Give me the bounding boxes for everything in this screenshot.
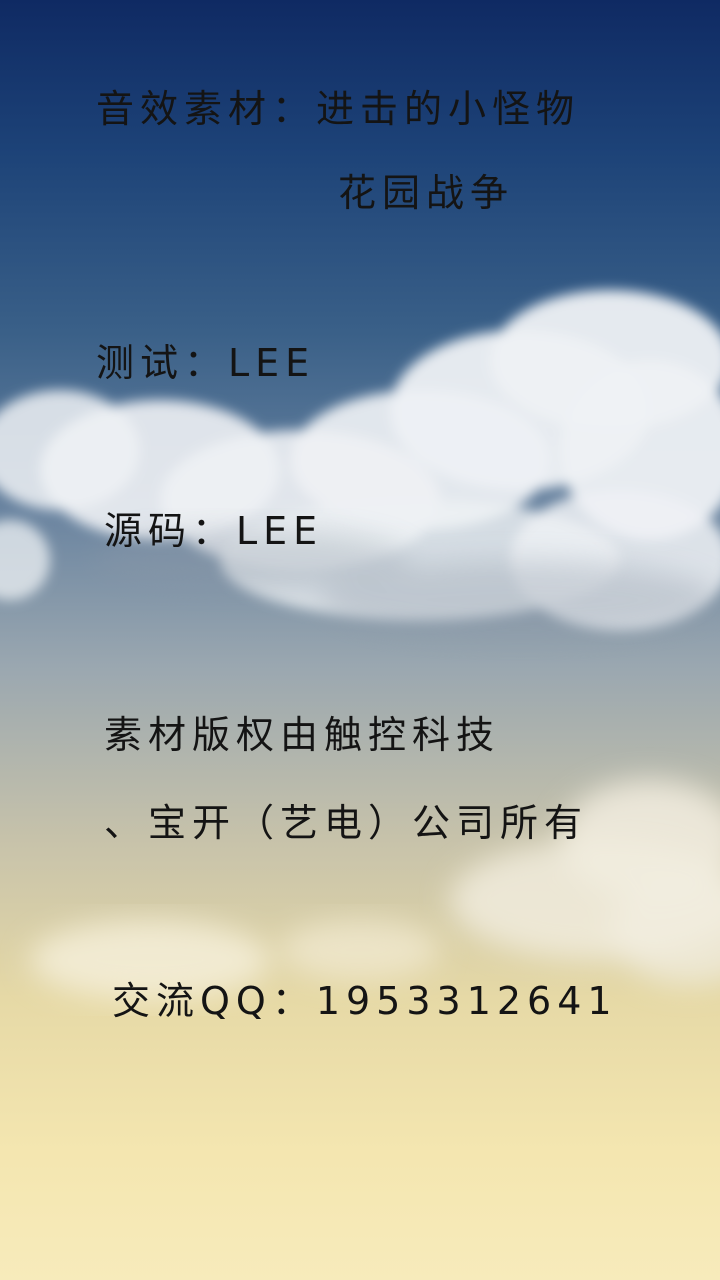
source-credit-line: 源码：LEE — [104, 509, 324, 553]
sound-credit-line: 音效素材：进击的小怪物 — [96, 87, 581, 131]
qq-contact-line: 交流QQ：1953312641 — [112, 979, 618, 1023]
big-cloud-shade — [90, 530, 720, 640]
bottom-cloud — [30, 920, 440, 1000]
copyright-line-2: 、宝开（艺电）公司所有 — [104, 801, 589, 845]
lower-cloud — [450, 780, 720, 985]
copyright-line-1: 素材版权由触控科技 — [104, 713, 501, 757]
test-credit-line: 测试：LEE — [96, 341, 316, 385]
game-name-line: 花园战争 — [338, 171, 515, 215]
